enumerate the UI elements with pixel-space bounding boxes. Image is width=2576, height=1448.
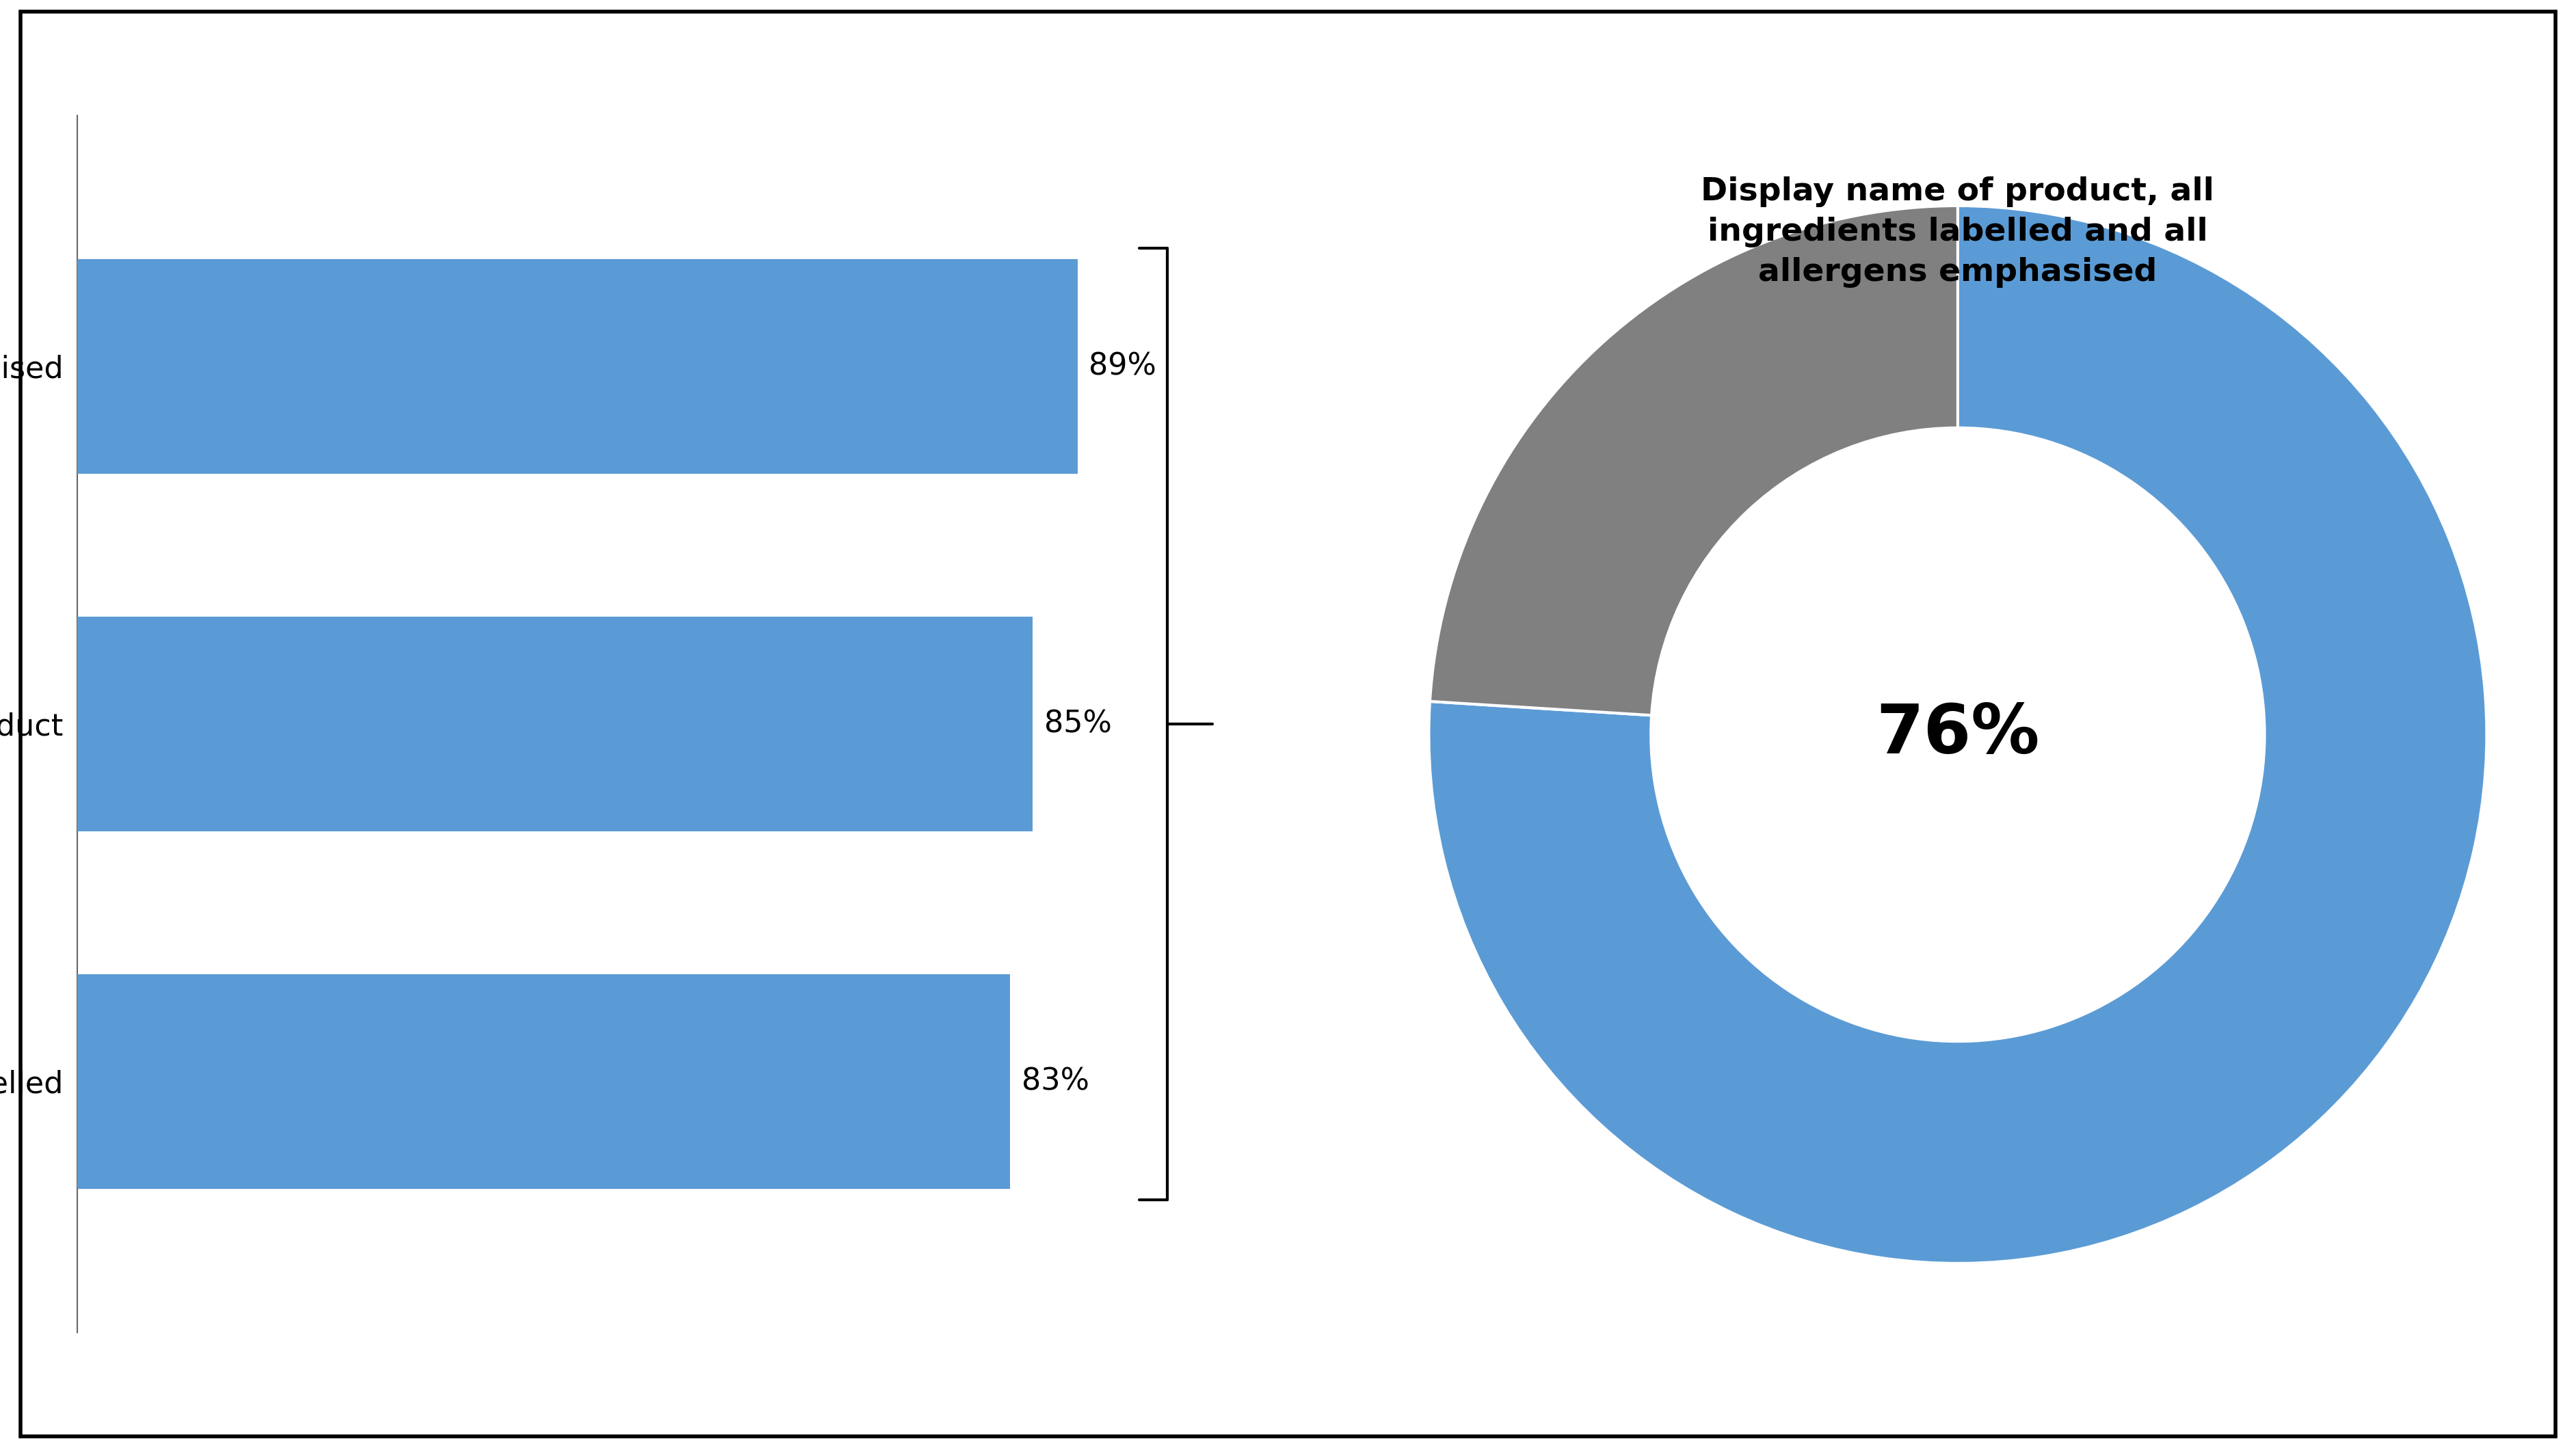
Wedge shape [1430, 206, 1958, 715]
Wedge shape [1430, 206, 2486, 1264]
Bar [77, 259, 1077, 473]
Text: 85%: 85% [1043, 710, 1113, 738]
Bar [77, 617, 1033, 831]
Text: 83%: 83% [1023, 1067, 1090, 1096]
Text: 89%: 89% [1090, 352, 1157, 381]
Text: 76%: 76% [1875, 701, 2040, 767]
Text: Display name of product, all
ingredients labelled and all
allergens emphasised: Display name of product, all ingredients… [1700, 177, 2215, 288]
Bar [77, 975, 1010, 1189]
